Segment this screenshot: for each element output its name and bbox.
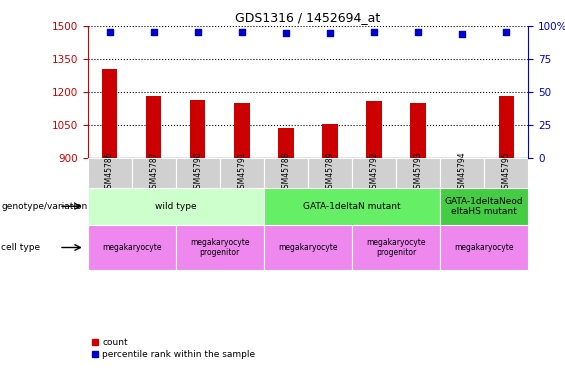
Bar — [176, 158, 220, 188]
Text: GSM45787: GSM45787 — [149, 152, 158, 193]
Bar — [440, 158, 484, 188]
Bar — [366, 101, 382, 158]
Text: GSM45786: GSM45786 — [105, 152, 114, 193]
Text: megakaryocyte
progenitor: megakaryocyte progenitor — [190, 238, 250, 257]
Point — [414, 28, 423, 34]
Bar — [190, 100, 206, 158]
Bar — [498, 96, 514, 158]
Text: GATA-1deltaNeod
eltaHS mutant: GATA-1deltaNeod eltaHS mutant — [445, 196, 524, 216]
Point — [502, 28, 511, 34]
Point — [149, 28, 158, 34]
Bar — [352, 225, 440, 270]
Bar — [176, 225, 264, 270]
Title: GDS1316 / 1452694_at: GDS1316 / 1452694_at — [235, 11, 381, 24]
Bar — [440, 225, 528, 270]
Bar — [440, 188, 528, 225]
Text: GSM45792: GSM45792 — [370, 152, 379, 193]
Text: wild type: wild type — [155, 202, 197, 211]
Point — [325, 30, 334, 36]
Text: GSM45795: GSM45795 — [502, 152, 511, 194]
Bar — [220, 158, 264, 188]
Bar — [278, 128, 294, 158]
Text: GATA-1deltaN mutant: GATA-1deltaN mutant — [303, 202, 401, 211]
Bar — [396, 158, 440, 188]
Bar — [234, 103, 250, 158]
Bar — [264, 225, 352, 270]
Bar — [410, 103, 426, 158]
Text: megakaryocyte: megakaryocyte — [454, 243, 514, 252]
Point — [237, 28, 246, 34]
Text: genotype/variation: genotype/variation — [1, 202, 88, 211]
Text: cell type: cell type — [1, 243, 40, 252]
Bar — [264, 158, 308, 188]
Bar — [264, 188, 440, 225]
Point — [105, 28, 114, 34]
Legend: count, percentile rank within the sample: count, percentile rank within the sample — [92, 338, 255, 359]
Point — [193, 28, 202, 34]
Text: GSM45794: GSM45794 — [458, 152, 467, 194]
Text: megakaryocyte
progenitor: megakaryocyte progenitor — [366, 238, 426, 257]
Bar — [102, 69, 118, 158]
Text: GSM45790: GSM45790 — [193, 152, 202, 194]
Text: GSM45789: GSM45789 — [325, 152, 334, 193]
Bar — [352, 158, 396, 188]
Bar — [88, 225, 176, 270]
Bar — [308, 158, 352, 188]
Text: megakaryocyte: megakaryocyte — [278, 243, 338, 252]
Bar — [322, 124, 338, 158]
Bar — [88, 188, 264, 225]
Point — [458, 31, 467, 37]
Bar — [484, 158, 528, 188]
Point — [281, 30, 290, 36]
Point — [370, 28, 379, 34]
Text: GSM45788: GSM45788 — [281, 152, 290, 193]
Bar — [132, 158, 176, 188]
Bar — [146, 96, 162, 158]
Text: megakaryocyte: megakaryocyte — [102, 243, 162, 252]
Bar — [88, 158, 132, 188]
Text: GSM45791: GSM45791 — [237, 152, 246, 193]
Text: GSM45793: GSM45793 — [414, 152, 423, 194]
